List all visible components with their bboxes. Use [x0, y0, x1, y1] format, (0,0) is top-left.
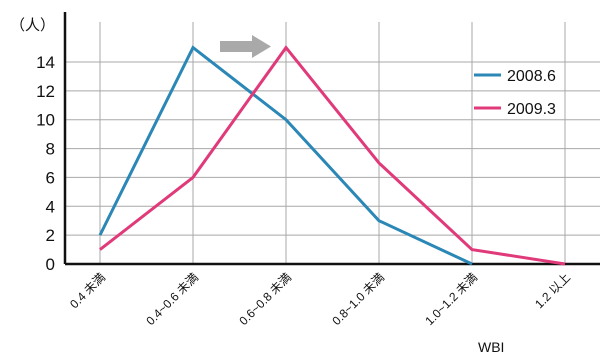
y-ticks: 0 2 4 6 8 10 12 14	[36, 53, 55, 274]
y-tick-label: 8	[46, 140, 55, 159]
arrow-annotation-body	[220, 41, 252, 52]
x-tick-label: 0.4 未満	[67, 270, 108, 311]
series-line-2008.6	[98, 45, 473, 266]
y-unit-label: （人）	[10, 17, 55, 34]
x-tick-label: 0.4~0.6 未満	[143, 270, 201, 328]
legend-label: 2009.3	[507, 101, 556, 118]
x-tick-label: 1.0~1.2 未満	[422, 270, 480, 328]
x-tick-label: 1.2 以上	[532, 270, 573, 311]
y-tick-label: 6	[46, 168, 55, 187]
axes	[63, 12, 600, 266]
y-tick-label: 10	[36, 111, 55, 130]
y-tick-label: 0	[46, 255, 55, 274]
y-tick-label: 4	[46, 197, 55, 216]
legend: 2008.6 2009.3	[474, 68, 556, 118]
annotation-layer	[220, 35, 271, 58]
x-axis-label: WBI	[478, 339, 504, 355]
y-tick-label: 14	[36, 53, 55, 72]
series-layer	[98, 45, 566, 266]
x-tick-label: 0.6~0.8 未満	[236, 270, 294, 328]
legend-label: 2008.6	[507, 68, 556, 85]
series-line-2009.3	[99, 45, 566, 266]
x-ticks: 0.4 未満 0.4~0.6 未満 0.6~0.8 未満 0.8~1.0 未満 1.0~…	[67, 270, 573, 328]
y-tick-label: 12	[36, 82, 55, 101]
y-tick-label: 2	[46, 226, 55, 245]
x-tick-label: 0.8~1.0 未満	[329, 270, 387, 328]
arrow-annotation-head	[252, 35, 271, 58]
